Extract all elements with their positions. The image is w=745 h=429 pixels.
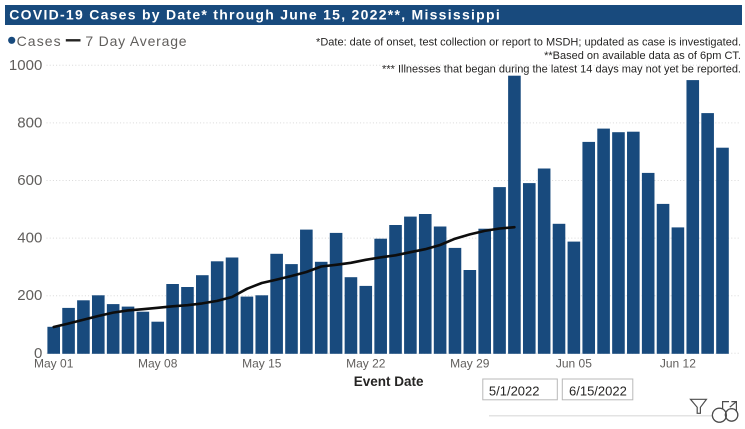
svg-text:*Date: date of onset, test col: *Date: date of onset, test collection or… bbox=[316, 37, 741, 49]
svg-text:Cases: Cases bbox=[17, 33, 62, 49]
svg-text:COVID-19 Cases by Date* throug: COVID-19 Cases by Date* through June 15,… bbox=[9, 7, 501, 23]
svg-text:1000: 1000 bbox=[9, 57, 42, 74]
svg-text:Jun 12: Jun 12 bbox=[660, 357, 696, 371]
svg-text:Jun 05: Jun 05 bbox=[556, 357, 592, 371]
svg-text:7 Day Average: 7 Day Average bbox=[85, 33, 187, 49]
svg-text:May 08: May 08 bbox=[138, 357, 178, 371]
svg-text:*** Illnesses that began durin: *** Illnesses that began during the late… bbox=[382, 64, 741, 76]
svg-text:May 01: May 01 bbox=[34, 357, 74, 371]
svg-text:May 29: May 29 bbox=[450, 357, 490, 371]
svg-text:**Based on available data as o: **Based on available data as of 6pm CT. bbox=[544, 50, 741, 62]
svg-text:200: 200 bbox=[17, 287, 42, 304]
svg-text:600: 600 bbox=[17, 172, 42, 189]
svg-text:800: 800 bbox=[17, 114, 42, 131]
svg-text:6/15/2022: 6/15/2022 bbox=[569, 384, 627, 399]
svg-text:May 15: May 15 bbox=[242, 357, 282, 371]
svg-text:0: 0 bbox=[34, 345, 42, 362]
svg-text:5/1/2022: 5/1/2022 bbox=[489, 384, 540, 399]
svg-text:May 22: May 22 bbox=[346, 357, 386, 371]
svg-text:400: 400 bbox=[17, 230, 42, 247]
svg-text:Event Date: Event Date bbox=[354, 374, 424, 389]
